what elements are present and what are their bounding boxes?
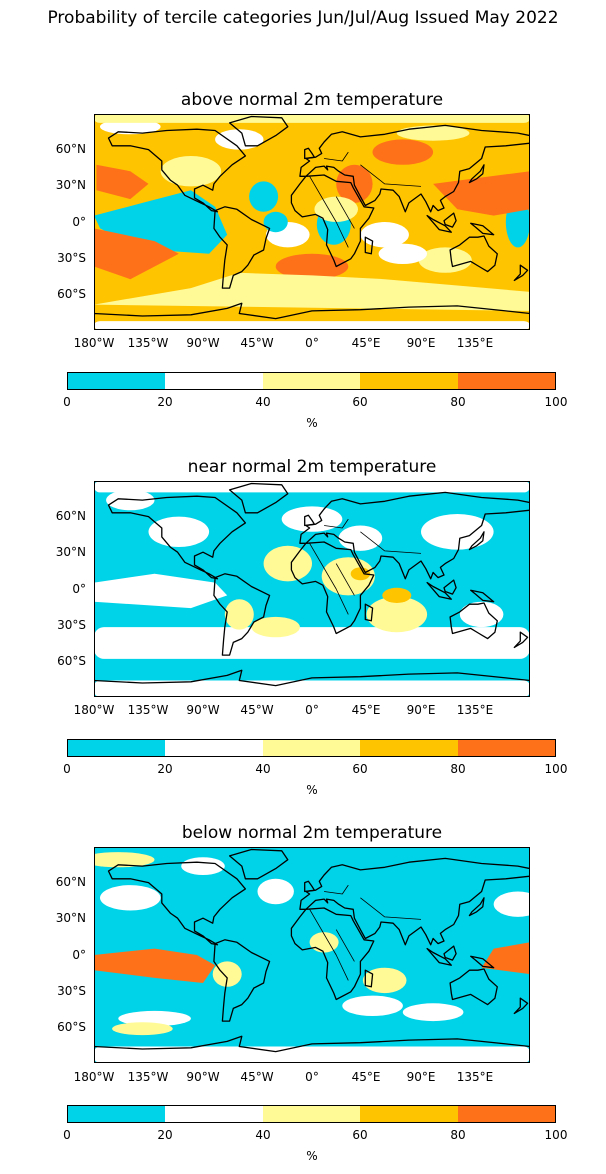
colorbar-tick: 100 xyxy=(544,1128,568,1142)
lon-label: 135°W xyxy=(127,336,169,350)
colorbar-tick: 100 xyxy=(544,762,568,776)
colorbar-tick: 80 xyxy=(450,1128,466,1142)
colorbar-segment xyxy=(360,1106,458,1122)
lon-label: 45°W xyxy=(240,336,274,350)
colorbar-segment xyxy=(68,740,166,756)
lon-label: 135°W xyxy=(127,703,169,717)
lon-label: 90°W xyxy=(186,703,220,717)
colorbar-unit: % xyxy=(306,783,318,797)
probability-map[interactable] xyxy=(94,481,530,697)
lon-label: 180°W xyxy=(73,1070,115,1084)
lon-label: 0° xyxy=(305,1070,319,1084)
colorbar xyxy=(67,372,556,390)
lat-label: 60°S xyxy=(57,287,86,301)
lon-label: 180°W xyxy=(73,703,115,717)
colorbar-segment xyxy=(165,373,263,389)
colorbar-segment xyxy=(262,740,361,756)
coastlines xyxy=(94,848,530,1063)
colorbar-tick: 40 xyxy=(255,1128,271,1142)
colorbar-tick: 40 xyxy=(255,762,271,776)
lon-label: 45°W xyxy=(240,1070,274,1084)
coastlines xyxy=(94,482,530,697)
panel-title: above normal 2m temperature xyxy=(180,90,444,110)
world-map-svg xyxy=(94,847,530,1063)
lon-label: 90°W xyxy=(186,336,220,350)
colorbar-segment xyxy=(457,1106,556,1122)
colorbar xyxy=(67,1105,556,1123)
lon-label: 45°E xyxy=(351,1070,381,1084)
lat-label: 0° xyxy=(72,948,86,962)
colorbar-tick: 80 xyxy=(450,762,466,776)
figure-title: Probability of tercile categories Jun/Ju… xyxy=(47,8,559,28)
lat-label: 30°N xyxy=(55,178,86,192)
colorbar-tick: 0 xyxy=(63,1128,71,1142)
colorbar-segment xyxy=(360,373,458,389)
lat-label: 0° xyxy=(72,582,86,596)
colorbar-segment xyxy=(165,740,263,756)
lon-label: 90°E xyxy=(406,703,436,717)
lat-label: 30°S xyxy=(57,618,86,632)
colorbar-tick: 0 xyxy=(63,762,71,776)
coastlines xyxy=(94,115,530,330)
probability-fill xyxy=(94,114,530,330)
lon-label: 90°E xyxy=(406,1070,436,1084)
lon-label: 135°W xyxy=(127,1070,169,1084)
colorbar xyxy=(67,739,556,757)
colorbar-segment xyxy=(457,373,556,389)
panel-title: below normal 2m temperature xyxy=(181,823,443,843)
colorbar-segment xyxy=(165,1106,263,1122)
lat-label: 0° xyxy=(72,215,86,229)
lat-label: 60°N xyxy=(55,875,86,889)
colorbar-tick: 20 xyxy=(157,395,173,409)
panel-title: near normal 2m temperature xyxy=(187,457,437,477)
probability-fill xyxy=(94,847,530,1063)
lon-label: 135°E xyxy=(456,336,494,350)
colorbar-unit: % xyxy=(306,416,318,430)
colorbar-tick: 80 xyxy=(450,395,466,409)
probability-fill xyxy=(94,481,530,697)
lat-label: 60°N xyxy=(55,142,86,156)
lon-label: 0° xyxy=(305,703,319,717)
lat-label: 60°S xyxy=(57,1020,86,1034)
lat-label: 30°N xyxy=(55,911,86,925)
world-map-svg xyxy=(94,481,530,697)
colorbar-segment xyxy=(262,1106,361,1122)
lat-label: 60°S xyxy=(57,654,86,668)
colorbar-tick: 20 xyxy=(157,1128,173,1142)
colorbar-tick: 0 xyxy=(63,395,71,409)
lon-label: 0° xyxy=(305,336,319,350)
colorbar-segment xyxy=(457,740,556,756)
world-map-svg xyxy=(94,114,530,330)
colorbar-tick: 100 xyxy=(544,395,568,409)
colorbar-unit: % xyxy=(306,1149,318,1163)
colorbar-segment xyxy=(68,1106,166,1122)
colorbar-tick: 60 xyxy=(352,1128,368,1142)
colorbar-segment xyxy=(360,740,458,756)
colorbar-segment xyxy=(262,373,361,389)
lon-label: 180°W xyxy=(73,336,115,350)
colorbar-tick: 40 xyxy=(255,395,271,409)
colorbar-segment xyxy=(68,373,166,389)
lat-label: 30°S xyxy=(57,984,86,998)
lon-label: 90°E xyxy=(406,336,436,350)
probability-map[interactable] xyxy=(94,847,530,1063)
probability-map[interactable] xyxy=(94,114,530,330)
lon-label: 135°E xyxy=(456,1070,494,1084)
lat-label: 60°N xyxy=(55,509,86,523)
lon-label: 90°W xyxy=(186,1070,220,1084)
lat-label: 30°S xyxy=(57,251,86,265)
lon-label: 45°W xyxy=(240,703,274,717)
colorbar-tick: 20 xyxy=(157,762,173,776)
colorbar-tick: 60 xyxy=(352,762,368,776)
lon-label: 135°E xyxy=(456,703,494,717)
colorbar-tick: 60 xyxy=(352,395,368,409)
lon-label: 45°E xyxy=(351,336,381,350)
lon-label: 45°E xyxy=(351,703,381,717)
lat-label: 30°N xyxy=(55,545,86,559)
